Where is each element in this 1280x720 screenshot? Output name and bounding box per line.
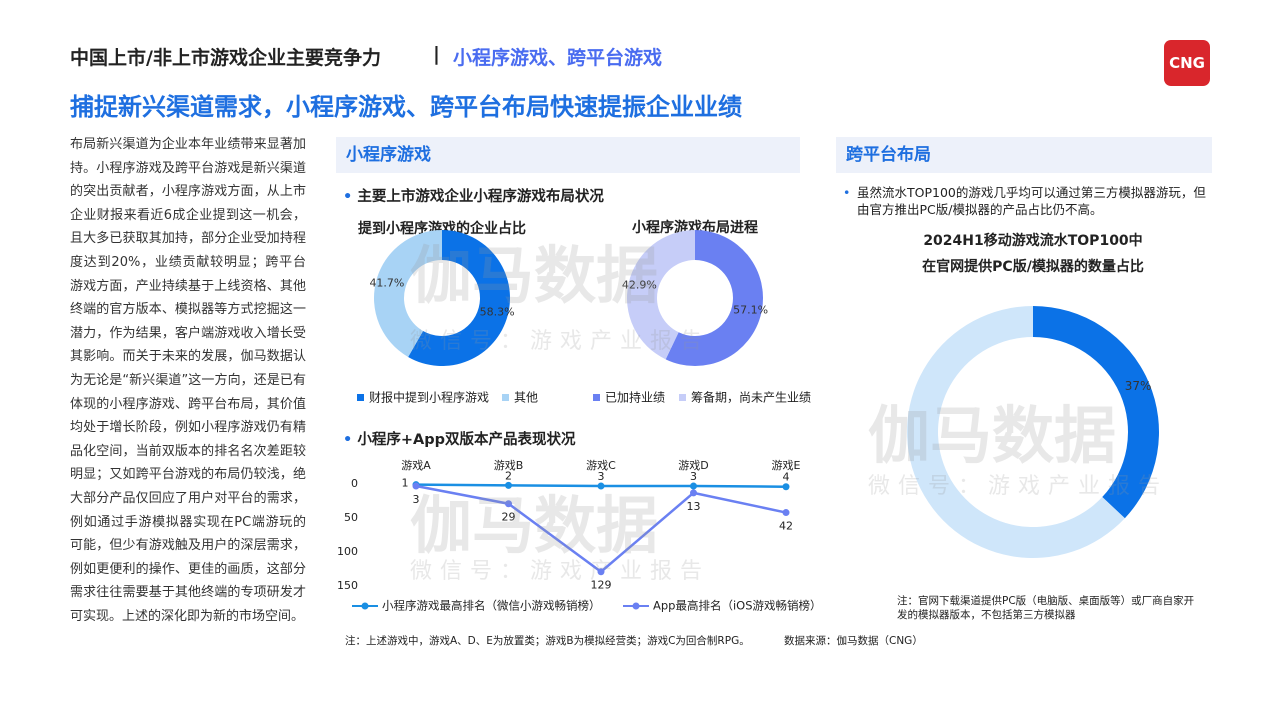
y-tick-label: 100 xyxy=(337,545,358,558)
point xyxy=(505,481,512,489)
point xyxy=(597,482,605,490)
legend-swatch xyxy=(357,394,364,401)
header-subtitle: 小程序游戏、跨平台游戏 xyxy=(453,47,663,69)
point xyxy=(412,482,420,490)
legend-label: 小程序游戏最高排名（微信小游戏畅销榜） xyxy=(382,599,601,613)
point xyxy=(690,482,697,490)
logo: CNG xyxy=(1164,40,1210,86)
legend-label: 已加持业绩 xyxy=(605,390,665,405)
data-label: 3 xyxy=(690,470,697,483)
watermark: 伽马数据 xyxy=(410,489,659,562)
bullet: 主要上市游戏企业小程序游戏布局状况 xyxy=(357,189,604,205)
data-label: 58.3% xyxy=(480,306,515,319)
bullet: 虽然流水TOP100的游戏几乎均可以通过第三方模拟器游玩，但由官方推出PC版/模… xyxy=(857,185,1206,217)
chart-title: 小程序游戏布局进程 xyxy=(632,219,758,236)
header-separator: | xyxy=(433,43,440,65)
data-label: 42.9% xyxy=(622,278,657,291)
x-tick-label: 游戏B xyxy=(494,459,524,472)
x-tick-label: 游戏D xyxy=(678,459,708,472)
bullet: 小程序+App双版本产品表现状况 xyxy=(357,432,576,448)
data-label: 2 xyxy=(505,469,512,482)
data-label: 41.7% xyxy=(369,276,404,289)
point xyxy=(597,568,605,576)
point xyxy=(782,509,790,517)
data-label: 57.1% xyxy=(733,304,768,317)
data-label: 42 xyxy=(779,520,793,533)
legend-marker xyxy=(361,602,369,610)
watermark: 伽马数据 xyxy=(410,239,659,312)
watermark: 微信号：游戏产业报告 xyxy=(410,559,711,584)
donut-slice xyxy=(907,306,1125,558)
donut-slice xyxy=(626,230,695,360)
legend-label: 财报中提到小程序游戏 xyxy=(369,390,489,405)
section-heading: 小程序游戏 xyxy=(336,137,800,173)
data-label: 37% xyxy=(1125,379,1152,393)
data-label: 29 xyxy=(502,511,516,524)
legend-label: App最高排名（iOS游戏畅销榜） xyxy=(653,599,822,613)
chart-title: 2024H1移动游戏流水TOP100中 xyxy=(923,232,1142,249)
chart-title: 在官网提供PC版/模拟器的数量占比 xyxy=(922,258,1144,275)
y-tick-label: 50 xyxy=(344,511,358,524)
watermark: 伽马数据 xyxy=(868,399,1117,472)
chart-title: 提到小程序游戏的企业占比 xyxy=(358,220,526,237)
legend-label: 其他 xyxy=(514,391,538,405)
x-tick-label: 游戏A xyxy=(401,459,431,472)
donut-slice xyxy=(665,230,763,366)
x-tick-label: 游戏E xyxy=(772,459,801,472)
data-label: 1 xyxy=(402,477,409,490)
x-tick-label: 游戏C xyxy=(586,459,616,472)
point xyxy=(690,489,697,497)
point xyxy=(782,483,790,491)
legend-swatch xyxy=(502,394,509,401)
legend-marker xyxy=(632,602,640,610)
header-title: 中国上市/非上市游戏企业主要竞争力 xyxy=(70,47,381,69)
note: 注：上述游戏中，游戏A、D、E为放置类；游戏B为模拟经营类；游戏C为回合制RPG… xyxy=(345,635,750,647)
data-label: 13 xyxy=(687,500,701,513)
data-label: 3 xyxy=(413,493,420,506)
legend-label: 筹备期，尚未产生业绩 xyxy=(691,391,811,405)
donut-slice xyxy=(408,230,510,366)
donut-slice xyxy=(1033,306,1160,519)
source: 数据来源：伽马数据（CNG） xyxy=(784,635,923,647)
headline: 捕捉新兴渠道需求，小程序游戏、跨平台布局快速提振企业业绩 xyxy=(70,93,742,121)
body-text: 布局新兴渠道为企业本年业绩带来显著加持。小程序游戏及跨平台游戏是新兴渠道的突出贡… xyxy=(70,137,306,624)
data-label: 129 xyxy=(591,579,612,592)
legend-swatch xyxy=(593,394,600,401)
y-tick-label: 0 xyxy=(351,477,358,490)
section-heading: 跨平台布局 xyxy=(836,137,1212,173)
watermark: 微信号：游戏产业报告 xyxy=(868,474,1169,499)
data-label: 3 xyxy=(598,470,605,483)
note: 注：官网下载渠道提供PC版（电脑版、桌面版等）或厂商自家开发的模拟器版本，不包括… xyxy=(897,595,1195,621)
data-label: 4 xyxy=(783,471,790,484)
donut-slice xyxy=(374,230,442,357)
legend-swatch xyxy=(679,394,686,401)
point xyxy=(505,500,512,508)
y-tick-label: 150 xyxy=(337,579,358,592)
watermark: 微信号：游戏产业报告 xyxy=(410,329,711,354)
